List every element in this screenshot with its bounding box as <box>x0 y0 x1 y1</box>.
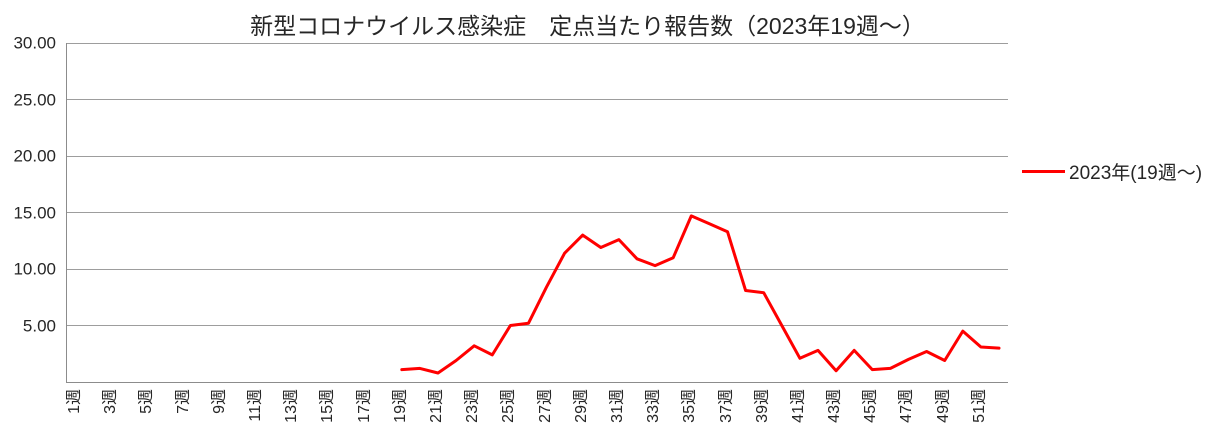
series-svg <box>400 214 1001 375</box>
x-axis-label-week-43: 43週 <box>826 389 844 423</box>
legend: 2023年(19週～) <box>1022 158 1202 185</box>
x-axis-label-week-27: 27週 <box>536 389 554 423</box>
series-line-2023 <box>400 214 1001 375</box>
gridline-5 <box>67 325 1008 326</box>
y-axis-label-15: 15.00 <box>13 203 56 222</box>
y-axis-label-25: 25.00 <box>13 90 56 109</box>
x-axis-label-week-49: 49週 <box>934 389 952 423</box>
x-axis-label-week-5: 5週 <box>138 389 156 414</box>
x-axis-label-week-33: 33週 <box>645 389 663 423</box>
x-axis-label-week-13: 13週 <box>283 389 301 423</box>
x-axis-label-week-51: 51週 <box>970 389 988 423</box>
x-axis-label-week-45: 45週 <box>862 389 880 423</box>
x-axis-label-week-25: 25週 <box>500 389 518 423</box>
x-axis-label-week-23: 23週 <box>464 389 482 423</box>
x-axis-label-week-15: 15週 <box>319 389 337 423</box>
x-axis-label-week-47: 47週 <box>898 389 916 423</box>
x-axis-label-week-1: 1週 <box>66 389 84 414</box>
x-axis-label-week-11: 11週 <box>247 389 264 422</box>
gridline-30 <box>67 42 1008 44</box>
plot-area <box>66 42 1008 383</box>
x-axis-label-week-41: 41週 <box>789 389 807 423</box>
y-axis-label-10: 10.00 <box>13 259 56 279</box>
gridline-20 <box>67 155 1008 157</box>
x-axis-label-week-37: 37週 <box>717 389 735 423</box>
gridline-10 <box>67 268 1008 270</box>
x-axis-label-week-35: 35週 <box>681 389 699 423</box>
x-axis-label-week-7: 7週 <box>174 389 192 414</box>
x-axis-label-week-29: 29週 <box>572 389 590 423</box>
x-axis-label-week-19: 19週 <box>391 389 409 423</box>
x-axis-label-week-31: 31週 <box>608 389 626 423</box>
gridline-15 <box>67 212 1008 213</box>
x-axis-label-week-9: 9週 <box>210 389 228 414</box>
x-axis-label-week-21: 21週 <box>427 389 445 423</box>
x-axis-label-week-17: 17週 <box>355 389 373 423</box>
y-axis-label-20: 20.00 <box>13 146 56 166</box>
gridline-25 <box>67 99 1008 100</box>
y-axis-label-30: 30.00 <box>13 33 56 53</box>
y-axis-label-5: 5.00 <box>22 316 56 335</box>
x-axis-label-week-39: 39週 <box>753 389 771 423</box>
chart-title: 新型コロナウイルス感染症 定点当たり報告数（2023年19週～） <box>250 13 925 39</box>
x-axis-label-week-3: 3週 <box>102 389 120 414</box>
legend-label: 2023年(19週～) <box>1069 163 1203 184</box>
legend-line-marker <box>1022 170 1065 173</box>
